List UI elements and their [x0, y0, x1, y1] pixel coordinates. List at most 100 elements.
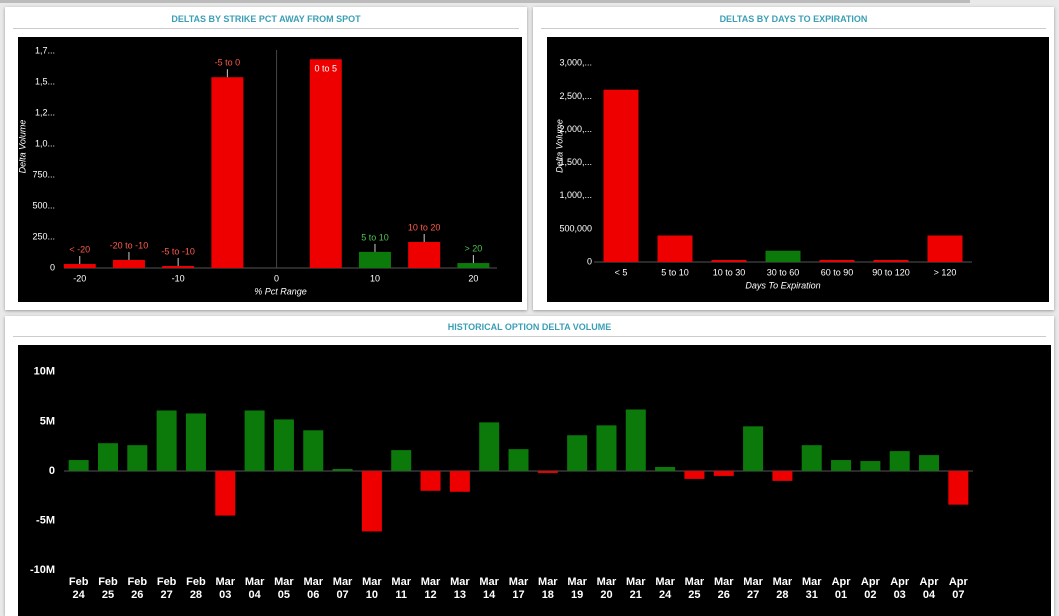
- bar: [408, 241, 441, 268]
- y-tick-label: 1,2...: [35, 108, 55, 118]
- bar: [112, 259, 145, 268]
- bar: [831, 460, 852, 471]
- bar: [97, 443, 118, 471]
- x-tick-label: Mar 20: [596, 576, 617, 601]
- x-tick-label: Mar 31: [801, 576, 822, 601]
- x-tick-label: Mar 19: [567, 576, 587, 601]
- data-label: 5 to 10: [361, 232, 389, 242]
- x-tick-label: Feb 25: [98, 576, 118, 601]
- x-tick-label: -20: [73, 273, 86, 283]
- bar: [358, 251, 391, 268]
- x-tick-label: Feb 28: [186, 576, 206, 601]
- bar: [567, 435, 588, 471]
- bar: [625, 409, 646, 471]
- bar: [657, 235, 693, 262]
- y-tick-label: 1,500,...: [559, 157, 592, 167]
- y-tick-label: 10M: [34, 366, 55, 378]
- bar: [508, 449, 529, 471]
- bar: [873, 260, 909, 262]
- bar: [772, 470, 793, 481]
- y-tick-label: 0: [587, 256, 592, 266]
- x-tick-label: Apr 02: [860, 576, 880, 601]
- x-tick-label: Apr 03: [890, 576, 910, 601]
- x-tick-label: Mar 11: [391, 576, 411, 601]
- bar: [420, 470, 441, 491]
- x-tick-label: 5 to 10: [661, 267, 689, 277]
- bar: [711, 260, 747, 262]
- x-tick-label: < 5: [615, 267, 628, 277]
- x-tick-label: Mar 18: [538, 576, 558, 601]
- panel-title: DELTAS BY STRIKE PCT AWAY FROM SPOT: [171, 14, 361, 24]
- x-tick-label: Mar 04: [244, 576, 265, 601]
- x-tick-label: Mar 17: [508, 576, 529, 601]
- x-tick-label: 20: [468, 273, 478, 283]
- x-tick-label: 10: [370, 273, 380, 283]
- y-tick-label: -10M: [30, 564, 55, 576]
- bar: [655, 466, 676, 471]
- y-axis-label: Delta Volume: [554, 119, 564, 173]
- bar: [919, 455, 940, 471]
- y-tick-label: 0: [50, 262, 55, 272]
- panel-title: DELTAS BY DAYS TO EXPIRATION: [719, 14, 868, 24]
- y-tick-label: 0: [49, 465, 55, 477]
- x-tick-label: Apr 04: [919, 576, 939, 601]
- x-tick-label: 0: [274, 273, 279, 283]
- bar: [273, 419, 294, 471]
- x-tick-label: > 120: [934, 267, 957, 277]
- bar: [303, 430, 324, 471]
- x-tick-label: -10: [172, 273, 185, 283]
- y-tick-label: 5M: [40, 415, 55, 427]
- bar: [332, 468, 353, 471]
- bar: [449, 470, 470, 492]
- x-tick-label: Mar 14: [479, 576, 499, 601]
- y-tick-label: 500,000: [559, 223, 592, 233]
- bar: [948, 470, 969, 505]
- x-axis-label: % Pct Range: [254, 286, 307, 296]
- bar: [765, 250, 801, 262]
- bar: [684, 470, 705, 479]
- panel-title: HISTORICAL OPTION DELTA VOLUME: [447, 322, 612, 332]
- x-tick-label: Mar 21: [626, 576, 646, 601]
- bar: [309, 59, 342, 268]
- rule: [13, 336, 1046, 337]
- y-tick-label: 1,7...: [35, 46, 55, 56]
- data-label: -5 to -10: [161, 246, 195, 256]
- x-tick-label: Mar 24: [655, 576, 675, 601]
- bar: [801, 445, 822, 471]
- bar: [68, 460, 89, 471]
- bar: [596, 425, 617, 471]
- y-axis-label: Delta Volume: [17, 120, 27, 174]
- y-tick-label: 1,0...: [35, 138, 55, 148]
- bar: [391, 450, 412, 471]
- x-tick-label: Apr 01: [831, 576, 851, 601]
- bar: [361, 470, 382, 532]
- bar: [156, 410, 177, 471]
- rule: [541, 28, 1046, 29]
- x-tick-label: Mar 27: [743, 576, 763, 601]
- y-tick-label: 500...: [32, 200, 55, 210]
- x-tick-label: Mar 28: [772, 576, 793, 601]
- bar: [743, 426, 764, 471]
- bar: [457, 263, 490, 268]
- x-tick-label: 60 to 90: [821, 267, 854, 277]
- bar: [244, 410, 265, 471]
- x-tick-label: Feb 24: [68, 576, 89, 601]
- top-strip: [0, 0, 970, 3]
- x-tick-label: Feb 26: [127, 576, 148, 601]
- x-tick-label: Mar 26: [713, 576, 734, 601]
- x-tick-label: Mar 07: [332, 576, 353, 601]
- x-tick-label: 90 to 120: [872, 267, 910, 277]
- bar: [127, 445, 148, 471]
- x-tick-label: 10 to 30: [713, 267, 746, 277]
- data-label: -5 to 0: [215, 58, 241, 68]
- bar: [211, 77, 244, 268]
- bar: [162, 266, 195, 268]
- y-tick-label: 750...: [32, 169, 55, 179]
- x-tick-label: Mar 06: [303, 576, 324, 601]
- data-label: > 20: [464, 243, 482, 253]
- x-tick-label: 30 to 60: [767, 267, 800, 277]
- x-axis-label: Days To Expiration: [745, 280, 820, 290]
- y-tick-label: 2,500,...: [559, 91, 592, 101]
